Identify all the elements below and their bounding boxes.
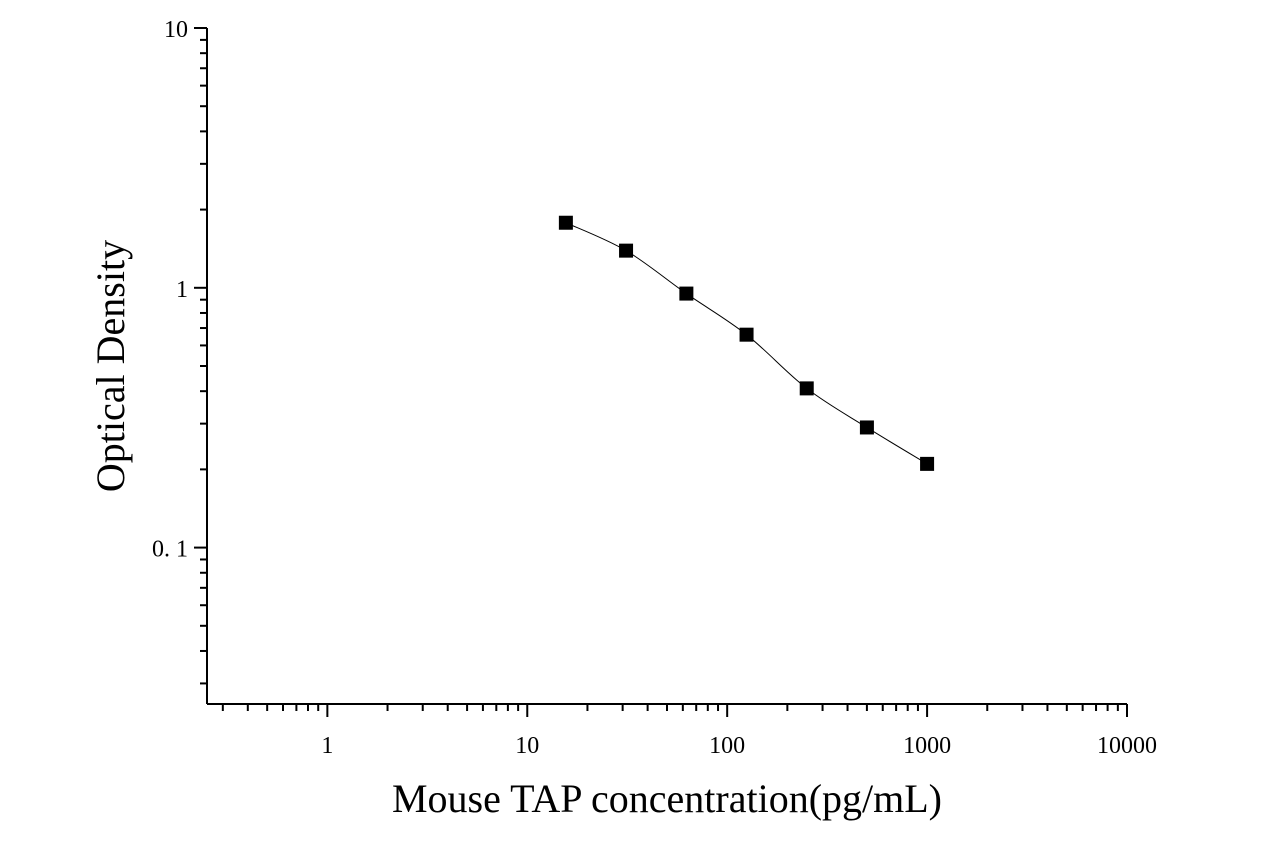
y-axis-title: Optical Density [88, 240, 133, 492]
x-tick-label: 1000 [903, 733, 951, 759]
axes [206, 28, 1127, 705]
data-point [920, 456, 935, 471]
data-point [558, 215, 573, 230]
data-points [558, 215, 935, 471]
x-tick-label: 10000 [1097, 733, 1157, 759]
x-axis-title: Mouse TAP concentration(pg/mL) [392, 776, 942, 821]
data-point [739, 327, 754, 342]
y-tick-label: 0. 1 [152, 537, 188, 563]
y-tick-label: 1 [176, 277, 188, 303]
y-axis-tick-labels: 0. 1 1 10 [152, 17, 188, 563]
data-point [799, 381, 814, 396]
data-point [619, 243, 634, 258]
x-axis-tick-labels: 1 10 100 1000 10000 [321, 733, 1157, 759]
x-tick-label: 10 [515, 733, 539, 759]
data-point [859, 420, 874, 435]
x-tick-label: 100 [709, 733, 745, 759]
x-tick-label: 1 [321, 733, 333, 759]
x-axis-ticks [221, 704, 1128, 717]
y-axis-ticks [194, 27, 207, 685]
y-tick-label: 10 [164, 17, 188, 43]
data-point [679, 286, 694, 301]
